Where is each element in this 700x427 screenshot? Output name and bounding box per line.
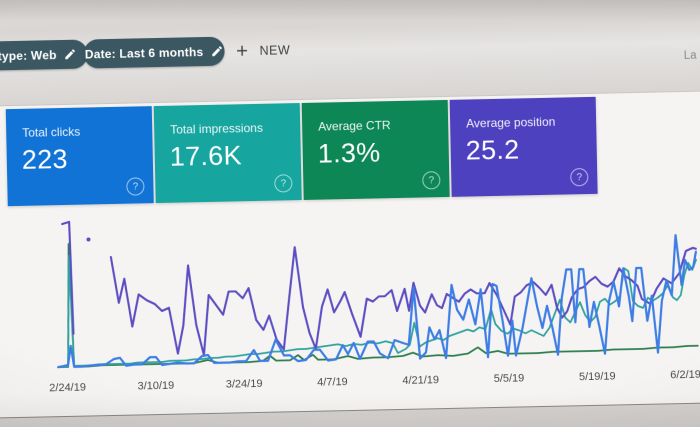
x-axis-label: 4/7/19 [317, 376, 348, 389]
plus-icon [233, 42, 250, 59]
series-line-average-position [61, 220, 75, 335]
x-axis-label: 6/2/19 [670, 368, 700, 382]
series-line-ctr [57, 243, 699, 369]
metric-value: 223 [21, 143, 69, 175]
filter-chip-label: Date: Last 6 months [84, 44, 204, 62]
metric-card-average-position[interactable]: Average position 25.2 ? [449, 96, 598, 197]
x-axis-label: 4/21/19 [402, 374, 440, 387]
new-button-label: NEW [259, 42, 291, 58]
new-filter-button[interactable]: NEW [233, 41, 290, 59]
metric-title: Total impressions [170, 120, 264, 137]
metric-title: Average CTR [318, 118, 391, 134]
filter-chip-date-range[interactable]: Date: Last 6 months [83, 36, 225, 69]
edit-pencil-icon[interactable] [210, 45, 223, 58]
metric-card-total-clicks[interactable]: Total clicks 223 ? [5, 106, 154, 207]
x-axis-label: 5/19/19 [578, 370, 616, 384]
x-axis-label: 3/10/19 [137, 379, 175, 393]
filter-chip-label: type: Web [0, 47, 57, 63]
metric-card-average-ctr[interactable]: Average CTR 1.3% ? [301, 99, 450, 200]
help-icon[interactable]: ? [570, 168, 589, 187]
x-axis-label: 2/24/19 [49, 381, 87, 395]
help-icon[interactable]: ? [422, 171, 441, 190]
metric-value: 1.3% [317, 137, 381, 169]
last-updated-partial-text: La [683, 49, 697, 62]
metric-value: 25.2 [465, 134, 520, 166]
metric-value: 17.6K [169, 140, 243, 172]
series-line-clicks [57, 234, 697, 369]
chart-canvas [57, 220, 699, 369]
help-icon[interactable]: ? [274, 174, 293, 193]
series-line-average-position [109, 246, 697, 357]
metric-title: Average position [466, 114, 556, 131]
metric-title: Total clicks [22, 124, 81, 140]
metric-card-total-impressions[interactable]: Total impressions 17.6K ? [153, 103, 302, 204]
help-icon[interactable]: ? [126, 177, 145, 196]
x-axis-label: 5/5/19 [493, 372, 525, 386]
x-axis-label: 3/24/19 [225, 377, 263, 391]
edit-pencil-icon[interactable] [63, 48, 76, 61]
filter-chip-search-type[interactable]: type: Web [0, 39, 88, 71]
series-point-average-position [86, 237, 91, 242]
